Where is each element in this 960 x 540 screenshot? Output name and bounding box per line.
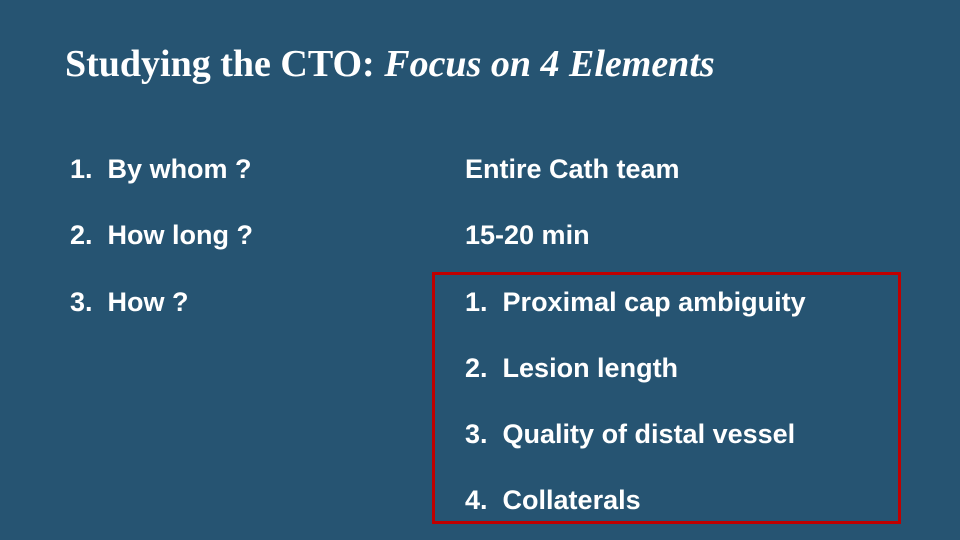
title-regular: Studying the CTO: [65, 43, 384, 85]
question-2: 2. How long ? [70, 220, 465, 251]
answer-1: Entire Cath team [465, 154, 680, 185]
slide-title: Studying the CTO: Focus on 4 Elements [65, 42, 715, 86]
q3-num: 3. [70, 287, 93, 317]
q1-text: By whom ? [108, 154, 252, 184]
q3-text: How ? [108, 287, 189, 317]
qa-row-1: 1. By whom ? Entire Cath team [70, 154, 910, 185]
title-italic: Focus on 4 Elements [384, 43, 714, 85]
answer-2: 15-20 min [465, 220, 590, 251]
question-3: 3. How ? [70, 287, 465, 318]
q2-num: 2. [70, 220, 93, 250]
highlight-box [432, 272, 901, 524]
question-1: 1. By whom ? [70, 154, 465, 185]
qa-row-2: 2. How long ? 15-20 min [70, 220, 910, 251]
q1-num: 1. [70, 154, 93, 184]
q2-text: How long ? [108, 220, 253, 250]
